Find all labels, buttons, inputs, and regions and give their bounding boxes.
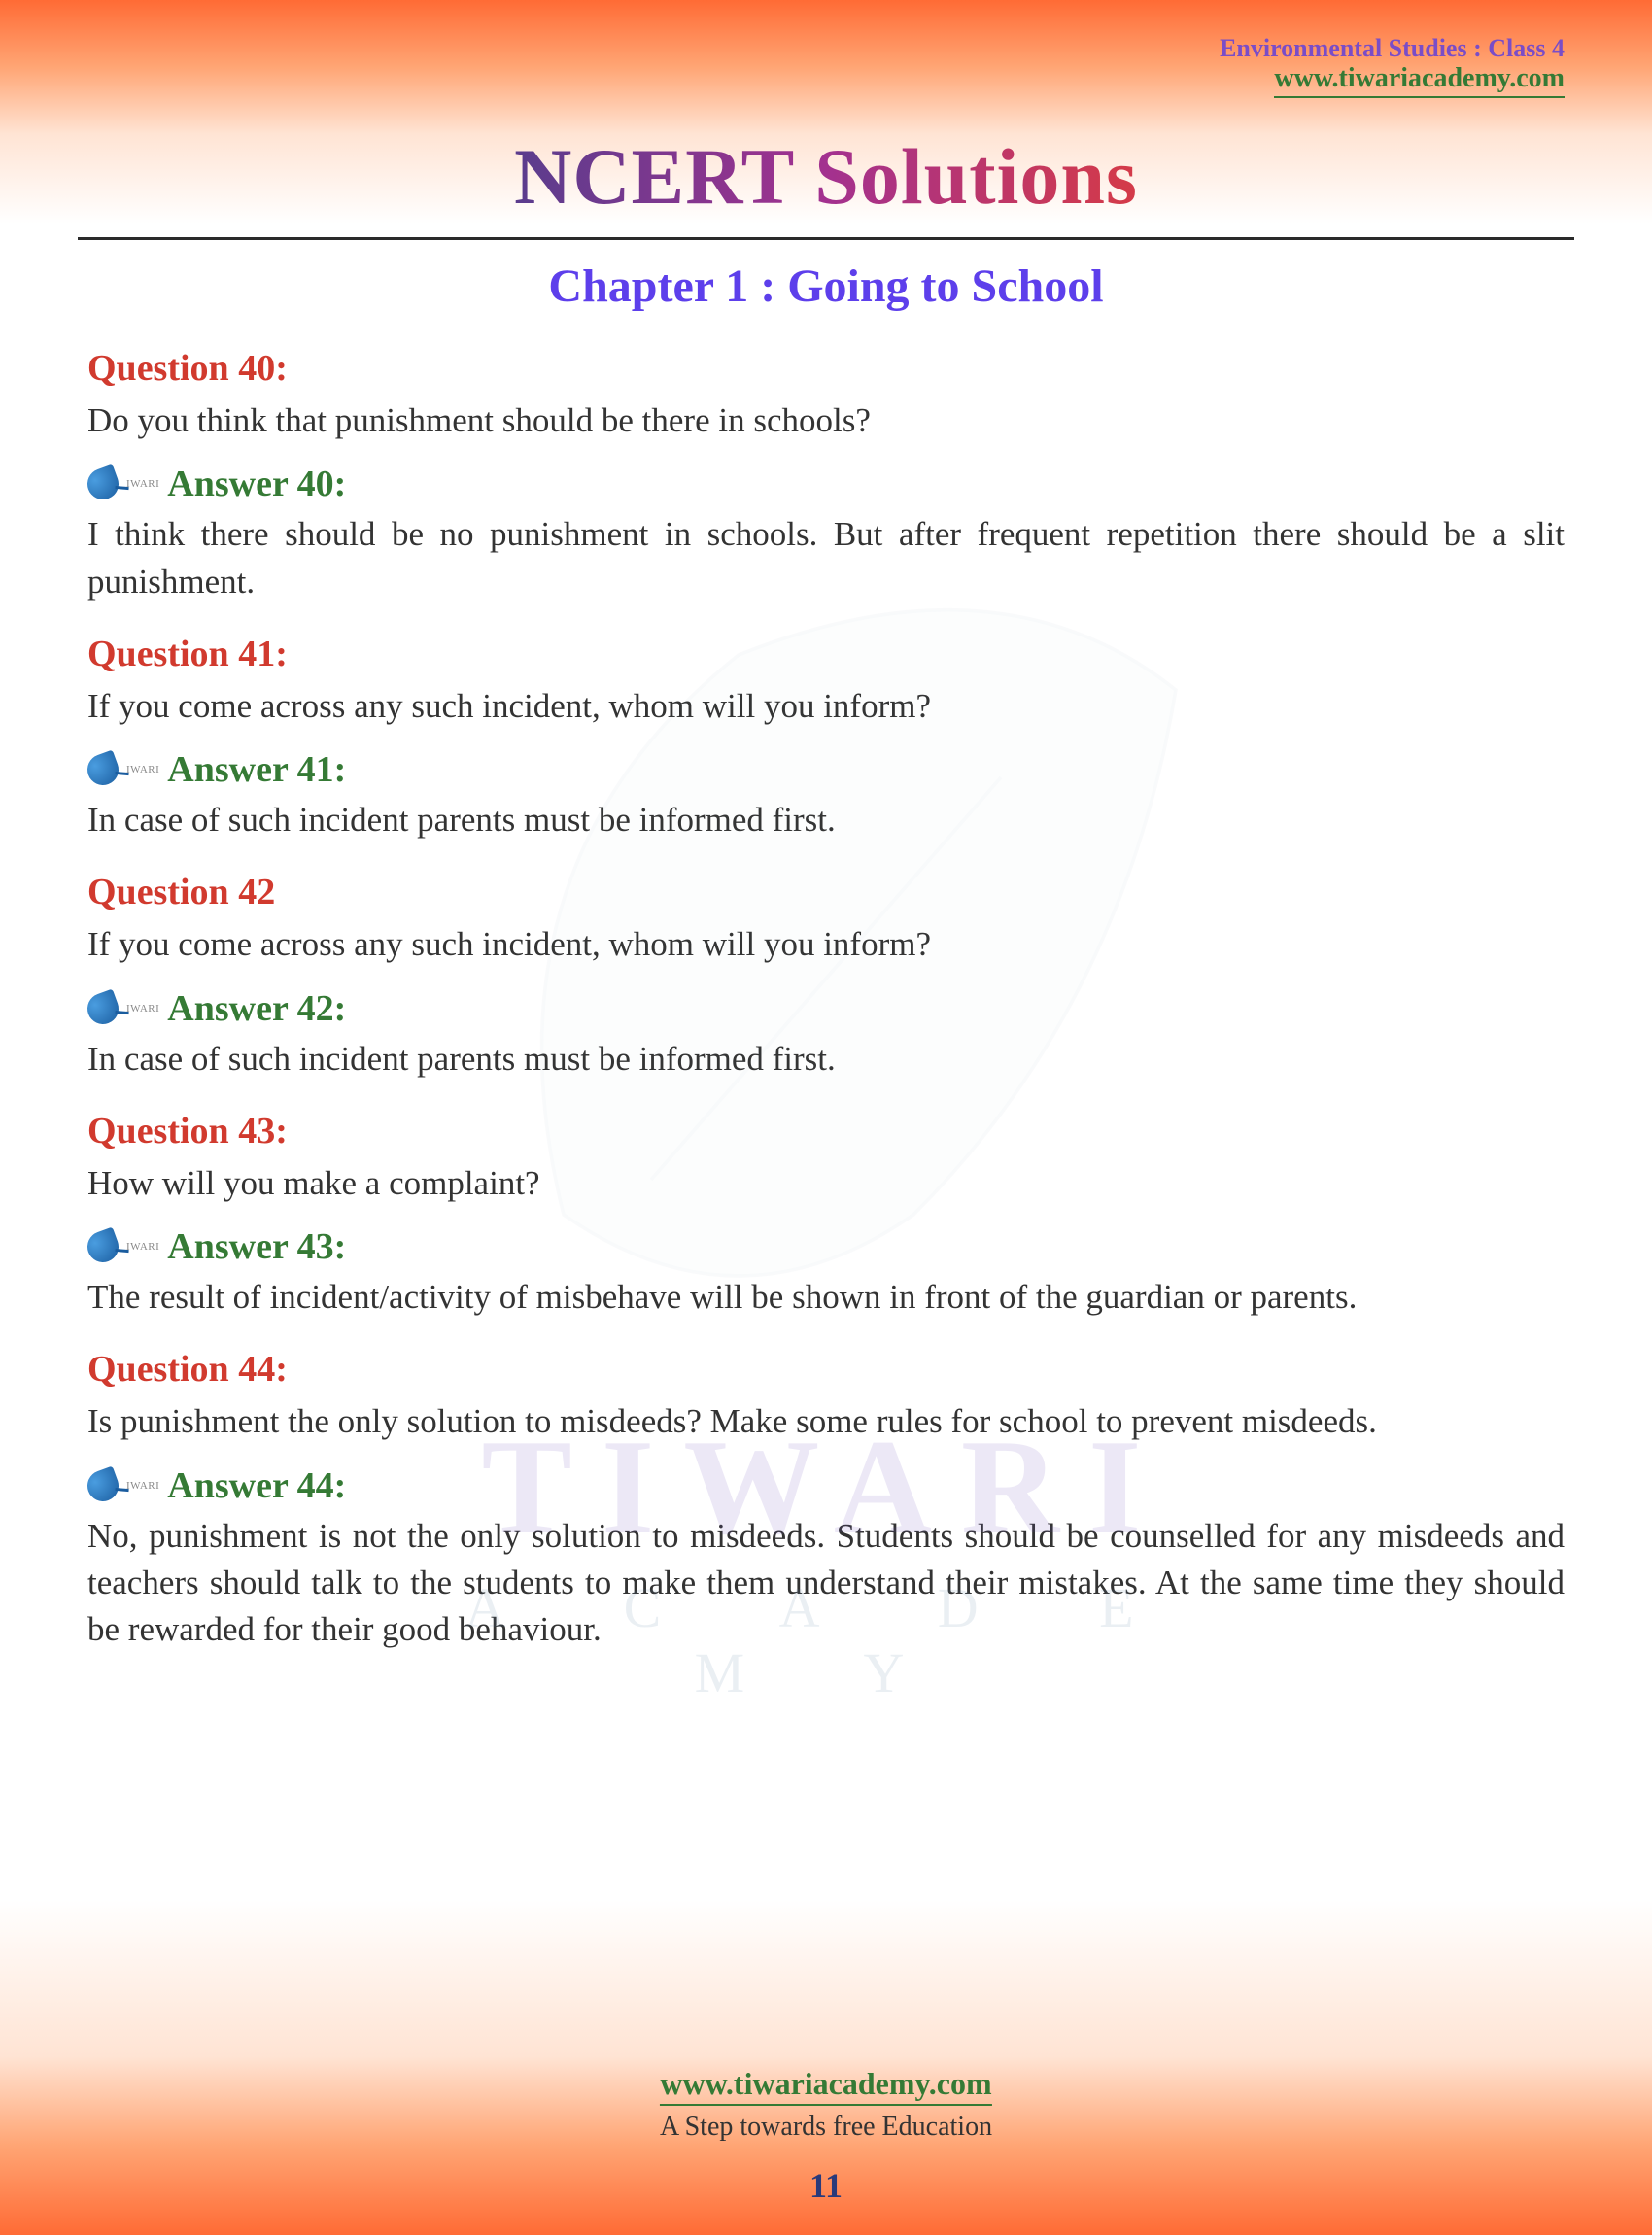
leaf-icon xyxy=(83,750,122,790)
answer-label-40: Answer 40: xyxy=(167,463,346,505)
answer-label-41: Answer 41: xyxy=(167,748,346,791)
page-number: 11 xyxy=(809,2165,843,2206)
answer-text-40: I think there should be no punishment in… xyxy=(87,511,1565,605)
answer-label-44: Answer 44: xyxy=(167,1464,346,1507)
answer-row-42: IWARI Answer 42: xyxy=(87,987,1565,1030)
iwari-label: IWARI xyxy=(126,1480,159,1492)
answer-text-41: In case of such incident parents must be… xyxy=(87,797,1565,843)
main-title: NCERT Solutions xyxy=(78,131,1574,223)
header-class-label: Environmental Studies : Class 4 xyxy=(1220,34,1565,63)
question-text-44: Is punishment the only solution to misde… xyxy=(87,1398,1565,1444)
content-area: Question 40: Do you think that punishmen… xyxy=(78,347,1574,1654)
header-right: Environmental Studies : Class 4 www.tiwa… xyxy=(1220,34,1565,98)
question-text-42: If you come across any such incident, wh… xyxy=(87,921,1565,967)
iwari-label: IWARI xyxy=(126,764,159,775)
answer-row-44: IWARI Answer 44: xyxy=(87,1464,1565,1507)
question-text-43: How will you make a complaint? xyxy=(87,1160,1565,1206)
question-text-41: If you come across any such incident, wh… xyxy=(87,683,1565,729)
leaf-icon xyxy=(83,464,122,504)
footer: www.tiwariacademy.com A Step towards fre… xyxy=(660,2066,992,2143)
iwari-label: IWARI xyxy=(126,478,159,490)
answer-row-43: IWARI Answer 43: xyxy=(87,1225,1565,1268)
header-url: www.tiwariacademy.com xyxy=(1274,63,1565,98)
title-divider xyxy=(78,237,1574,240)
answer-text-44: No, punishment is not the only solution … xyxy=(87,1513,1565,1654)
question-label-41: Question 41: xyxy=(87,633,1565,675)
question-label-44: Question 44: xyxy=(87,1348,1565,1391)
question-label-40: Question 40: xyxy=(87,347,1565,390)
footer-url: www.tiwariacademy.com xyxy=(660,2066,991,2106)
question-label-42: Question 42 xyxy=(87,871,1565,913)
answer-row-41: IWARI Answer 41: xyxy=(87,748,1565,791)
iwari-label: IWARI xyxy=(126,1241,159,1253)
question-text-40: Do you think that punishment should be t… xyxy=(87,397,1565,443)
leaf-icon xyxy=(83,988,122,1028)
iwari-label: IWARI xyxy=(126,1003,159,1014)
answer-text-43: The result of incident/activity of misbe… xyxy=(87,1274,1565,1321)
question-label-43: Question 43: xyxy=(87,1110,1565,1152)
answer-text-42: In case of such incident parents must be… xyxy=(87,1036,1565,1083)
footer-tagline: A Step towards free Education xyxy=(660,2112,992,2143)
answer-label-43: Answer 43: xyxy=(167,1225,346,1268)
leaf-icon xyxy=(83,1465,122,1505)
leaf-icon xyxy=(83,1227,122,1267)
answer-label-42: Answer 42: xyxy=(167,987,346,1030)
answer-row-40: IWARI Answer 40: xyxy=(87,463,1565,505)
chapter-title: Chapter 1 : Going to School xyxy=(78,259,1574,313)
